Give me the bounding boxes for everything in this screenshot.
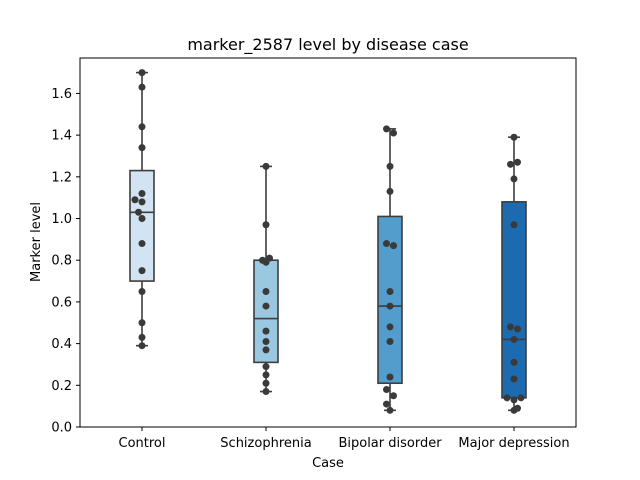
data-point: [386, 373, 394, 381]
chart-title: marker_2587 level by disease case: [187, 35, 468, 55]
data-point: [131, 196, 139, 204]
data-point: [138, 198, 146, 206]
data-point: [138, 123, 146, 131]
data-point: [138, 240, 146, 248]
data-point: [262, 302, 270, 310]
data-point: [138, 287, 146, 295]
data-point: [514, 325, 521, 333]
data-point: [510, 221, 518, 229]
data-point: [262, 287, 270, 295]
data-point: [386, 406, 394, 414]
data-point: [262, 379, 270, 387]
data-point: [390, 242, 397, 250]
data-point: [386, 323, 394, 331]
iqr-box: [501, 201, 527, 399]
data-point: [510, 396, 518, 404]
box-group: [129, 71, 155, 347]
data-point: [507, 160, 514, 168]
data-point: [383, 125, 390, 133]
data-point: [386, 162, 394, 170]
y-tick-label: 0.6: [51, 295, 72, 310]
data-point: [510, 406, 518, 414]
data-point: [138, 267, 146, 275]
x-tick-label: Major depression: [458, 436, 569, 451]
data-point: [262, 327, 270, 335]
data-point: [386, 287, 394, 295]
data-point: [262, 371, 270, 379]
data-point: [383, 240, 390, 248]
y-tick-label: 1.6: [51, 87, 72, 102]
y-tick-label: 0.0: [51, 421, 72, 436]
x-tick-label: Schizophrenia: [220, 436, 311, 451]
data-point: [386, 338, 394, 346]
data-point: [262, 363, 270, 371]
data-point: [262, 258, 270, 266]
x-tick-label: Control: [119, 436, 166, 451]
data-point: [514, 158, 521, 166]
data-point: [262, 162, 270, 170]
data-point: [138, 83, 146, 91]
data-point: [138, 144, 146, 152]
x-tick-label: Bipolar disorder: [338, 436, 442, 451]
data-point: [262, 388, 270, 396]
plot-area: [80, 58, 576, 427]
data-point: [138, 215, 146, 223]
data-point: [138, 319, 146, 327]
box-group: [377, 128, 403, 412]
data-point: [262, 338, 270, 346]
data-point: [386, 302, 394, 310]
data-point: [138, 69, 146, 77]
data-point: [517, 394, 525, 402]
data-point: [510, 133, 518, 141]
boxes-layer: [129, 71, 527, 412]
data-point: [135, 208, 142, 216]
y-tick-label: 1.0: [51, 212, 72, 227]
data-point: [262, 346, 270, 354]
iqr-box: [129, 169, 155, 282]
data-point: [390, 129, 397, 137]
data-point: [510, 358, 518, 366]
data-point: [386, 187, 394, 195]
x-axis-label: Case: [312, 456, 344, 471]
data-point: [138, 190, 146, 198]
data-point: [138, 333, 146, 341]
y-axis-label: Marker level: [29, 202, 44, 282]
iqr-box: [377, 215, 403, 385]
data-point: [510, 175, 518, 183]
y-tick-label: 0.2: [51, 379, 72, 394]
data-point: [383, 385, 390, 393]
data-point: [510, 375, 518, 383]
y-tick-label: 1.2: [51, 170, 72, 185]
data-point: [383, 400, 390, 408]
y-axis: 0.0 0.2 0.4 0.6 0.8 1.0 1.2 1.4 1.6: [51, 87, 80, 436]
y-tick-label: 0.8: [51, 254, 72, 269]
y-tick-label: 0.4: [51, 337, 72, 352]
x-axis: Control Schizophrenia Bipolar disorder Majo…: [119, 427, 570, 451]
y-tick-label: 1.4: [51, 129, 72, 144]
data-point: [262, 221, 270, 229]
data-point: [510, 335, 518, 343]
points-layer: [131, 69, 525, 414]
data-point: [503, 394, 511, 402]
data-point: [390, 392, 397, 400]
data-point: [507, 323, 514, 331]
plot-frame: [79, 57, 577, 428]
data-point: [138, 342, 146, 350]
